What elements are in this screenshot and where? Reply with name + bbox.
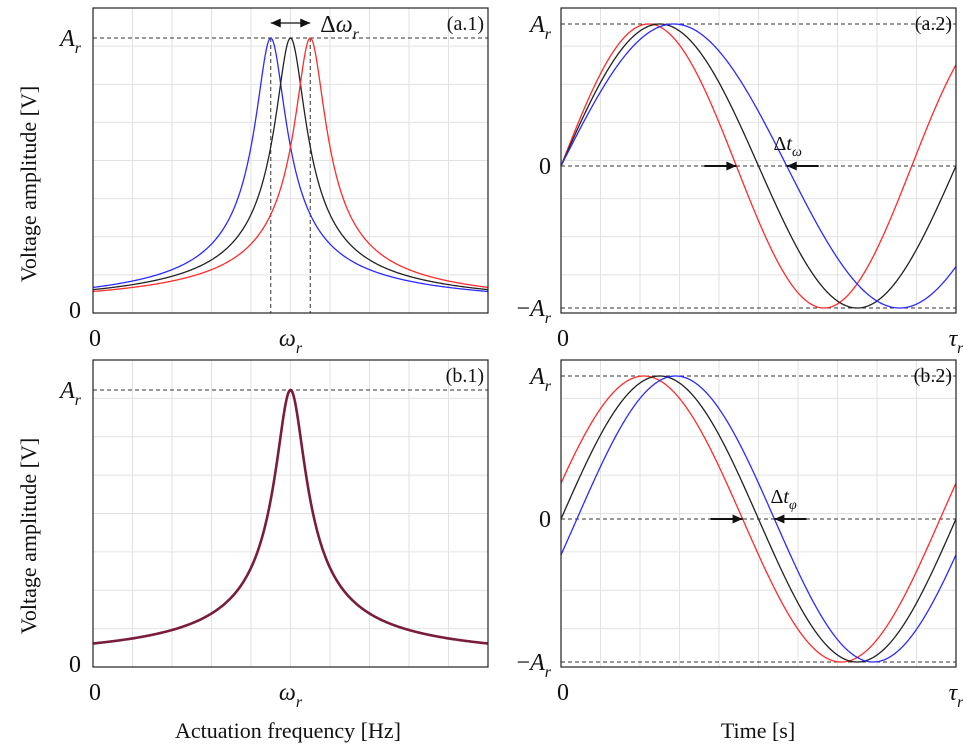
delta-arrow-right-head (774, 514, 785, 524)
x-axis-label-left: Actuation frequency [Hz] (175, 718, 401, 743)
series-line-0 (560, 375, 957, 663)
plot-frame (92, 359, 489, 668)
y-tick-label: −Ar (517, 296, 552, 327)
y-tick-label: Ar (58, 378, 82, 409)
x-tick-label: ωr (279, 680, 303, 711)
series-line-2 (560, 23, 957, 309)
x-tick-label: 0 (557, 326, 569, 352)
x-tick-label: τr (949, 326, 963, 357)
y-tick-label: 0 (69, 298, 81, 324)
x-tick-label: 0 (89, 326, 101, 352)
arrow-head-left (270, 18, 281, 28)
plot-frame (560, 7, 957, 314)
series-line-1 (92, 37, 489, 291)
delta-t-label: Δtφ (771, 486, 797, 513)
x-tick-label: τr (949, 680, 963, 711)
y-tick-label: 0 (69, 652, 81, 678)
y-tick-label: Ar (528, 364, 552, 395)
x-tick-label: 0 (557, 680, 569, 706)
y-axis-label-top: Voltage amplitude [V] (16, 86, 41, 282)
series-line-0 (560, 23, 957, 309)
x-tick-label: 0 (89, 680, 101, 706)
panel-label: (b.2) (914, 365, 952, 387)
series-line-1 (560, 375, 957, 663)
panel-label: (b.1) (446, 365, 484, 387)
y-tick-label: Ar (58, 26, 82, 57)
panel-b1: 0 ωr 0 Ar (b.1) (58, 359, 489, 711)
panel-label: (a.1) (447, 13, 484, 35)
delta-t-label: Δtω (774, 133, 802, 160)
plot-frame (560, 359, 957, 668)
y-axis-label-bottom: Voltage amplitude [V] (16, 438, 41, 634)
y-tick-label: 0 (539, 154, 551, 180)
arrow-head-right (300, 18, 311, 28)
delta-arrow-left-head (726, 161, 737, 171)
y-tick-label: 0 (539, 507, 551, 533)
y-tick-label: −Ar (517, 650, 552, 681)
panel-a1: 0 ωr 0 Ar (a.1) Δωr (58, 7, 489, 357)
panel-label: (a.2) (915, 13, 952, 35)
delta-arrow-left-head (732, 514, 743, 524)
x-axis-label-right: Time [s] (721, 718, 795, 743)
delta-omega-label: Δωr (320, 12, 359, 43)
plot-frame (92, 7, 489, 314)
series-line-0 (92, 388, 489, 645)
series-line-2 (560, 375, 957, 663)
series-line-1 (560, 23, 957, 309)
x-tick-label: ωr (279, 326, 303, 357)
y-tick-label: Ar (528, 12, 552, 43)
series-line-2 (92, 37, 489, 293)
delta-arrow-right-head (786, 161, 797, 171)
